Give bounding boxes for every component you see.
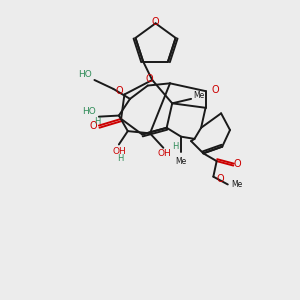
Text: Me: Me <box>176 157 187 166</box>
Text: O: O <box>152 17 159 27</box>
Text: Me: Me <box>231 180 242 189</box>
Text: OH: OH <box>112 147 126 156</box>
Text: H: H <box>172 142 178 151</box>
Text: H: H <box>94 117 101 126</box>
Text: H: H <box>117 154 123 164</box>
Text: HO: HO <box>79 70 92 79</box>
Text: OH: OH <box>158 149 171 158</box>
Text: HO: HO <box>82 106 96 116</box>
Text: Me: Me <box>193 91 205 100</box>
Text: O: O <box>211 85 219 95</box>
Text: O: O <box>234 159 242 170</box>
Text: O: O <box>89 121 97 130</box>
Text: O: O <box>145 74 153 84</box>
Text: O: O <box>115 86 123 96</box>
Text: O: O <box>217 174 224 184</box>
